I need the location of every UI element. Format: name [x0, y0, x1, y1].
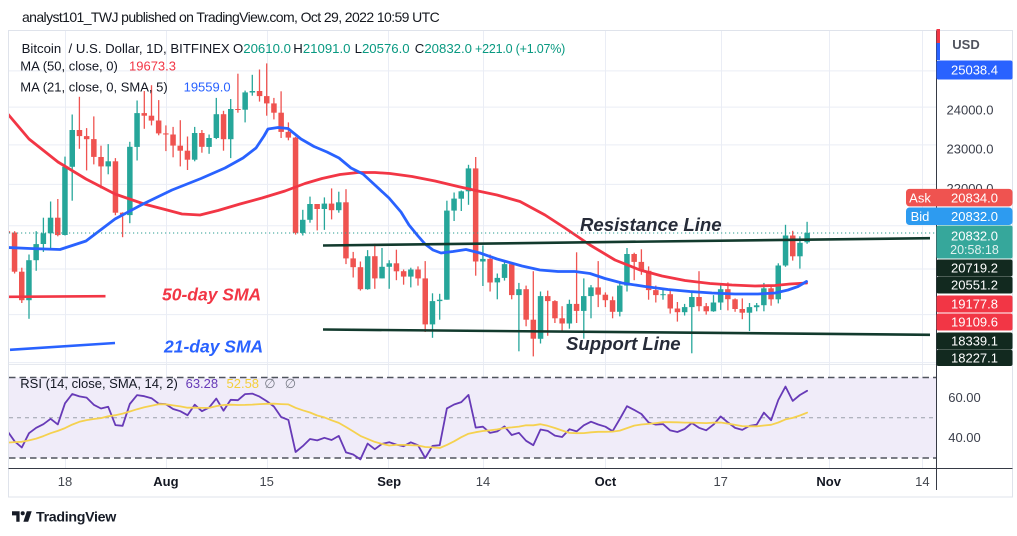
svg-text:14: 14: [915, 474, 929, 489]
svg-text:21-day SMA: 21-day SMA: [163, 337, 263, 357]
svg-text:Support Line: Support Line: [566, 333, 681, 354]
svg-text:20832.0: 20832.0: [951, 209, 998, 224]
svg-text:19177.8: 19177.8: [951, 297, 998, 312]
svg-text:MA (21, close, 0, SMA, 5)19559: MA (21, close, 0, SMA, 5) 19559.0: [20, 80, 230, 95]
svg-text:40.00: 40.00: [948, 430, 981, 445]
svg-text:RSI (14, close, SMA, 14, 2)63.: RSI (14, close, SMA, 14, 2) 63.28 52.58 ∅ ∅: [20, 376, 296, 391]
svg-text:20551.2: 20551.2: [951, 278, 998, 293]
svg-text:USD: USD: [952, 37, 979, 52]
svg-text:14: 14: [476, 474, 490, 489]
svg-text:20832.0: 20832.0: [951, 229, 998, 244]
svg-text:Bitcoin / U.S. Dollar, 1D, BI: Bitcoin / U.S. Dollar, 1D, BITFINEX O2061…: [22, 41, 566, 56]
svg-text:17: 17: [713, 474, 727, 489]
svg-text:20834.0: 20834.0: [951, 190, 998, 205]
svg-text:Aug: Aug: [153, 474, 178, 489]
svg-text:18339.1: 18339.1: [951, 334, 998, 349]
svg-text:24000.0: 24000.0: [947, 103, 994, 118]
svg-text:15: 15: [259, 474, 273, 489]
svg-text:Bid: Bid: [911, 209, 930, 224]
svg-text:Resistance Line: Resistance Line: [580, 214, 722, 235]
svg-text:Sep: Sep: [377, 474, 401, 489]
svg-text:analyst101_TWJ published on Tr: analyst101_TWJ published on TradingView.…: [22, 9, 440, 25]
svg-text:20:58:18: 20:58:18: [950, 243, 999, 257]
svg-text:23000.0: 23000.0: [947, 141, 994, 156]
svg-text:50-day SMA: 50-day SMA: [162, 285, 261, 305]
svg-text:19109.6: 19109.6: [951, 315, 998, 330]
svg-text:60.00: 60.00: [948, 390, 981, 405]
svg-text:20719.2: 20719.2: [951, 261, 998, 276]
svg-text:Oct: Oct: [595, 474, 617, 489]
svg-text:Ask: Ask: [909, 190, 931, 205]
svg-text:Nov: Nov: [816, 474, 841, 489]
svg-text:18227.1: 18227.1: [951, 350, 998, 365]
svg-text:MA (50, close, 0)19673.3: MA (50, close, 0) 19673.3: [20, 59, 176, 74]
svg-text:18: 18: [58, 474, 72, 489]
svg-text:25038.4: 25038.4: [951, 63, 998, 78]
svg-text:TradingView: TradingView: [36, 510, 117, 526]
